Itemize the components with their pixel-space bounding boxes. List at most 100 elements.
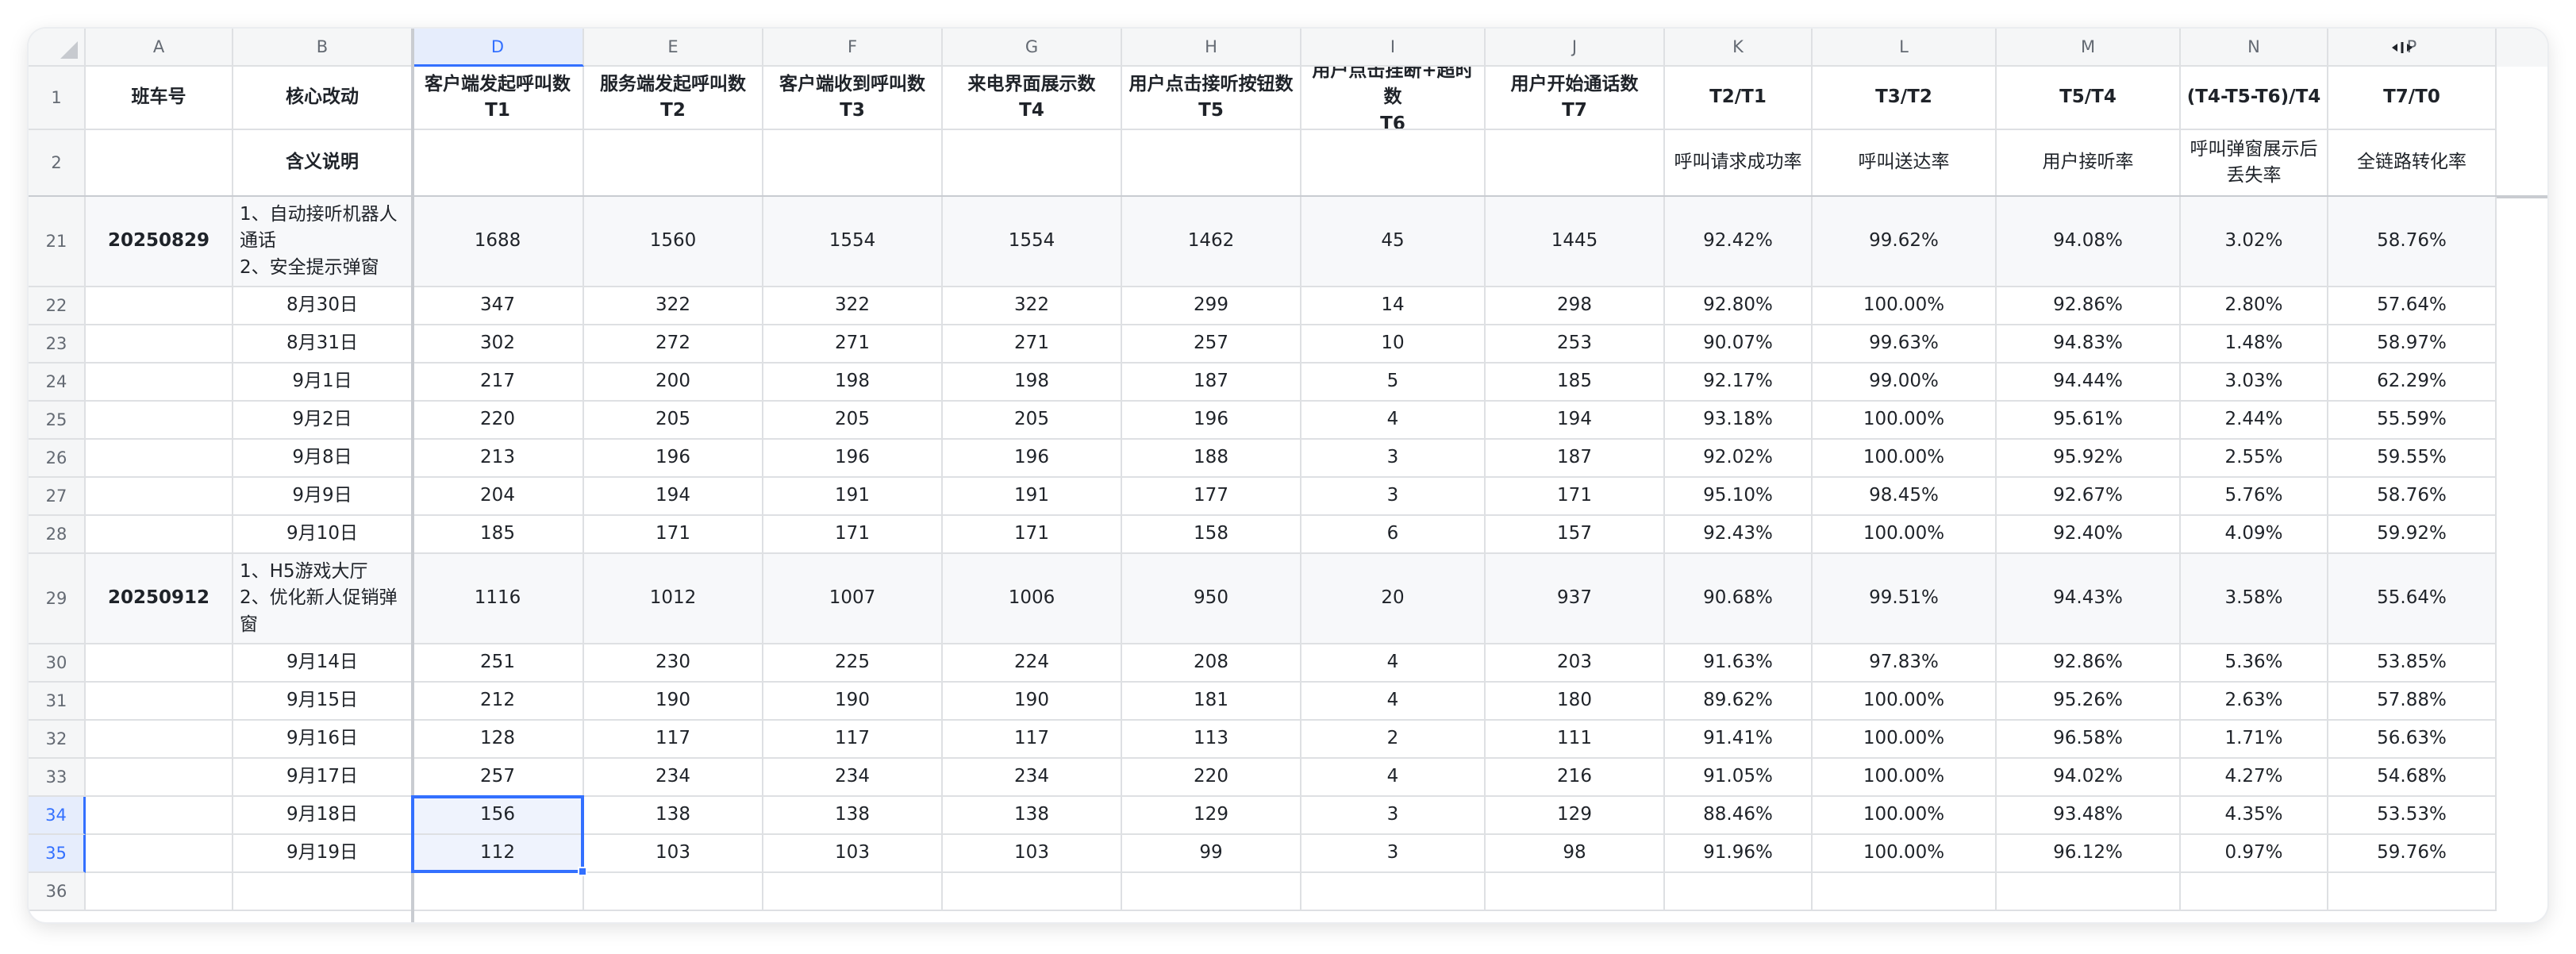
data-cell[interactable]: 1688 <box>413 197 584 287</box>
data-cell[interactable]: 171 <box>1486 478 1665 516</box>
header-cell[interactable]: 客户端发起呼叫数 T1 <box>413 67 584 130</box>
data-cell[interactable]: 9月14日 <box>233 644 413 683</box>
data-cell[interactable]: 205 <box>763 402 943 440</box>
data-cell[interactable]: 3 <box>1301 478 1486 516</box>
data-cell[interactable]: 94.44% <box>1997 364 2181 402</box>
row-header-26[interactable]: 26 <box>29 440 86 478</box>
data-cell[interactable]: 220 <box>1122 759 1301 797</box>
data-cell[interactable]: 92.86% <box>1997 287 2181 325</box>
data-cell[interactable]: 20 <box>1301 554 1486 644</box>
data-cell[interactable]: 234 <box>943 759 1122 797</box>
data-cell[interactable]: 234 <box>584 759 763 797</box>
description-cell[interactable]: 呼叫弹窗展示后 丢失率 <box>2181 130 2328 197</box>
column-header-i[interactable]: I <box>1301 29 1486 67</box>
data-cell[interactable]: 937 <box>1486 554 1665 644</box>
description-cell[interactable] <box>943 130 1122 197</box>
data-cell[interactable]: 298 <box>1486 287 1665 325</box>
header-cell[interactable]: 来电界面展示数 T4 <box>943 67 1122 130</box>
data-cell[interactable]: 95.26% <box>1997 683 2181 721</box>
data-cell[interactable] <box>86 644 233 683</box>
data-cell[interactable] <box>86 516 233 554</box>
header-cell[interactable]: 客户端收到呼叫数 T3 <box>763 67 943 130</box>
data-cell[interactable]: 257 <box>1122 325 1301 364</box>
data-cell[interactable]: 271 <box>763 325 943 364</box>
data-cell[interactable]: 95.92% <box>1997 440 2181 478</box>
description-cell[interactable]: 全链路转化率 <box>2328 130 2497 197</box>
data-cell[interactable]: 2.63% <box>2181 683 2328 721</box>
data-cell[interactable]: 187 <box>1122 364 1301 402</box>
data-cell[interactable]: 100.00% <box>1813 759 1997 797</box>
data-cell[interactable]: 9月19日 <box>233 835 413 873</box>
data-cell[interactable]: 53.85% <box>2328 644 2497 683</box>
data-cell[interactable]: 1007 <box>763 554 943 644</box>
column-header-k[interactable]: K <box>1665 29 1813 67</box>
column-header-h[interactable]: H <box>1122 29 1301 67</box>
data-cell[interactable]: 204 <box>413 478 584 516</box>
data-cell[interactable]: 194 <box>584 478 763 516</box>
select-all-corner[interactable] <box>29 29 86 67</box>
data-cell[interactable]: 234 <box>763 759 943 797</box>
description-cell[interactable]: 含义说明 <box>233 130 413 197</box>
data-cell[interactable]: 58.76% <box>2328 197 2497 287</box>
data-cell[interactable]: 3 <box>1301 797 1486 835</box>
data-cell[interactable]: 4 <box>1301 402 1486 440</box>
data-cell[interactable]: 4 <box>1301 644 1486 683</box>
data-cell[interactable]: 177 <box>1122 478 1301 516</box>
data-cell[interactable] <box>1665 873 1813 911</box>
data-cell[interactable]: 205 <box>943 402 1122 440</box>
data-cell[interactable]: 4.35% <box>2181 797 2328 835</box>
data-cell[interactable]: 55.59% <box>2328 402 2497 440</box>
row-header-1[interactable]: 1 <box>29 67 86 130</box>
data-cell[interactable]: 129 <box>1486 797 1665 835</box>
data-cell[interactable] <box>86 797 233 835</box>
data-cell[interactable]: 92.17% <box>1665 364 1813 402</box>
data-cell[interactable]: 198 <box>763 364 943 402</box>
data-cell[interactable] <box>584 873 763 911</box>
fill-handle[interactable] <box>578 867 587 876</box>
column-header-f[interactable]: F <box>763 29 943 67</box>
data-cell[interactable]: 216 <box>1486 759 1665 797</box>
data-cell[interactable]: 55.64% <box>2328 554 2497 644</box>
data-cell[interactable]: 94.83% <box>1997 325 2181 364</box>
data-cell[interactable]: 93.18% <box>1665 402 1813 440</box>
data-cell[interactable]: 96.12% <box>1997 835 2181 873</box>
data-cell[interactable]: 100.00% <box>1813 683 1997 721</box>
description-cell[interactable] <box>86 130 233 197</box>
data-cell[interactable]: 6 <box>1301 516 1486 554</box>
data-cell[interactable]: 1554 <box>943 197 1122 287</box>
data-cell[interactable]: 950 <box>1122 554 1301 644</box>
data-cell[interactable]: 302 <box>413 325 584 364</box>
row-header-35[interactable]: 35 <box>29 835 86 873</box>
data-cell[interactable]: 9月2日 <box>233 402 413 440</box>
data-cell[interactable]: 56.63% <box>2328 721 2497 759</box>
data-cell[interactable]: 95.61% <box>1997 402 2181 440</box>
header-cell[interactable]: 用户点击接听按钮数 T5 <box>1122 67 1301 130</box>
data-cell[interactable] <box>86 759 233 797</box>
data-cell[interactable]: 96.58% <box>1997 721 2181 759</box>
data-cell[interactable] <box>943 873 1122 911</box>
data-cell[interactable]: 347 <box>413 287 584 325</box>
data-cell[interactable]: 208 <box>1122 644 1301 683</box>
data-cell[interactable]: 158 <box>1122 516 1301 554</box>
data-cell[interactable]: 9月16日 <box>233 721 413 759</box>
data-cell[interactable]: 196 <box>584 440 763 478</box>
data-cell[interactable]: 99.63% <box>1813 325 1997 364</box>
data-cell[interactable] <box>763 873 943 911</box>
data-cell[interactable]: 9月9日 <box>233 478 413 516</box>
row-header-23[interactable]: 23 <box>29 325 86 364</box>
header-cell[interactable]: 用户开始通话数 T7 <box>1486 67 1665 130</box>
data-cell[interactable]: 91.96% <box>1665 835 1813 873</box>
row-header-33[interactable]: 33 <box>29 759 86 797</box>
data-cell[interactable]: 4.27% <box>2181 759 2328 797</box>
data-cell[interactable] <box>1813 873 1997 911</box>
header-cell[interactable]: 服务端发起呼叫数 T2 <box>584 67 763 130</box>
data-cell[interactable]: 3.02% <box>2181 197 2328 287</box>
data-cell[interactable]: 196 <box>1122 402 1301 440</box>
data-cell[interactable]: 54.68% <box>2328 759 2497 797</box>
data-cell[interactable]: 205 <box>584 402 763 440</box>
data-cell[interactable]: 3 <box>1301 440 1486 478</box>
data-cell[interactable]: 200 <box>584 364 763 402</box>
data-cell[interactable] <box>86 402 233 440</box>
data-cell[interactable]: 88.46% <box>1665 797 1813 835</box>
data-cell[interactable]: 1.48% <box>2181 325 2328 364</box>
